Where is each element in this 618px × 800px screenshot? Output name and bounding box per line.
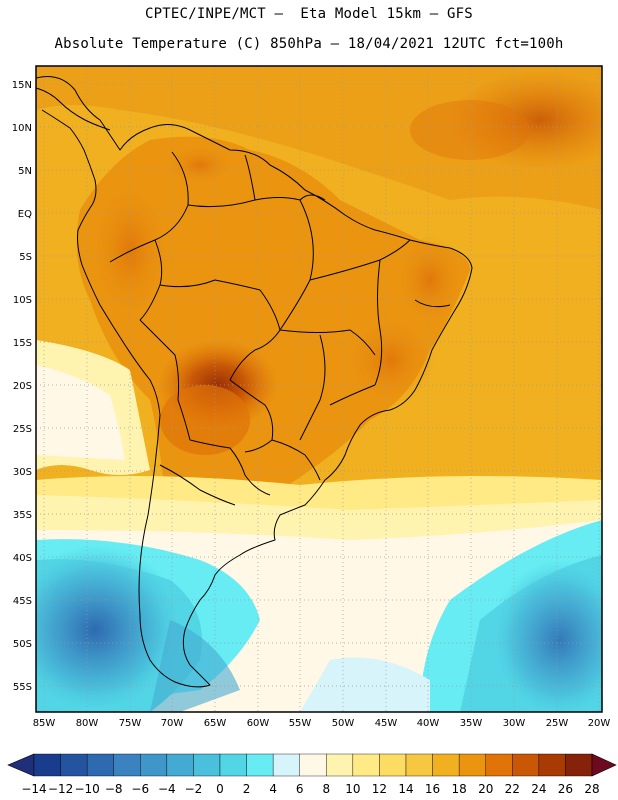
colorbar-label: −2 [185,782,203,796]
colorbar-label: 22 [505,782,520,796]
colorbar-label: 10 [345,782,360,796]
lon-label: 50W [332,718,355,729]
colorbar-label: −14 [21,782,46,796]
lat-label: 30S [13,467,32,478]
lon-label: 80W [76,718,99,729]
colorbar-swatch [60,753,88,777]
colorbar-swatch [246,753,274,777]
colorbar-label: 24 [531,782,546,796]
lon-label: 70W [161,718,184,729]
colorbar-swatch [166,753,194,777]
lat-label: 5S [19,252,32,263]
colorbar-label: −6 [131,782,149,796]
colorbar-swatch [113,753,141,777]
colorbar-label: 16 [425,782,440,796]
colorbar-label: −10 [74,782,99,796]
lon-label: 75W [119,718,142,729]
lat-label: 35S [13,510,32,521]
colorbar-label: 18 [452,782,467,796]
lon-label: 85W [33,718,56,729]
lat-label: 40S [13,553,32,564]
lat-label: 20S [13,381,32,392]
colorbar-label: 12 [372,782,387,796]
lon-label: 55W [289,718,312,729]
lat-label: 45S [13,596,32,607]
longitude-labels: 85W 80W 75W 70W 65W 60W 55W 50W 45W 40W … [33,718,611,729]
lon-label: 35W [460,718,483,729]
colorbar-swatch [272,753,300,777]
colorbar-label: 4 [269,782,277,796]
colorbar-label: −12 [48,782,73,796]
colorbar-swatch [458,753,486,777]
chart-title-line-1: CPTEC/INPE/MCT – Eta Model 15km – GFS [145,6,473,22]
lon-label: 65W [204,718,227,729]
colorbar-label: 6 [296,782,304,796]
lon-label: 45W [375,718,398,729]
colorbar-swatch [86,753,114,777]
lon-label: 25W [546,718,569,729]
colorbar-swatch [512,753,540,777]
colorbar-swatch [379,753,407,777]
lat-label: 50S [13,639,32,650]
colorbar-swatch [538,753,566,777]
colorbar-swatch [405,753,433,777]
lat-label: 5N [18,166,32,177]
lat-label: 55S [13,682,32,693]
colorbar: −14 −12 −10 −8 −6 −4 −2 0 2 4 6 8 10 12 14 16 18 20 22 24 26… [7,753,617,796]
lon-label: 40W [417,718,440,729]
lat-label: 15S [13,338,32,349]
colorbar-label: 28 [584,782,599,796]
colorbar-swatch [299,753,327,777]
colorbar-label: −4 [158,782,176,796]
colorbar-label: 20 [478,782,493,796]
lon-label: 60W [247,718,270,729]
colorbar-swatch [326,753,354,777]
lon-label: 20W [588,718,611,729]
lat-label: 25S [13,424,32,435]
temperature-field [36,66,602,712]
continent-outline [36,76,473,688]
colorbar-swatch [432,753,460,777]
colorbar-over-arrow [591,753,617,777]
map-frame [35,65,603,713]
lat-label: 15N [12,80,32,91]
lat-label: 10S [13,295,32,306]
colorbar-swatch [565,753,593,777]
colorbar-swatch [193,753,221,777]
colorbar-label: 2 [243,782,251,796]
lon-label: 30W [503,718,526,729]
lat-label: EQ [18,209,32,220]
lat-label: 10N [12,123,32,134]
colorbar-swatch [352,753,380,777]
colorbar-label: −8 [105,782,123,796]
colorbar-label: 8 [322,782,330,796]
colorbar-under-arrow [7,753,35,777]
colorbar-label: 0 [216,782,224,796]
colorbar-swatch [485,753,513,777]
latitude-labels: 15N 10N 5N EQ 5S 10S 15S 20S 25S 30S 35S… [12,80,32,693]
colorbar-swatch [33,753,61,777]
colorbar-label: 14 [398,782,413,796]
chart-title-line-2: Absolute Temperature (C) 850hPa – 18/04/… [54,36,564,52]
colorbar-swatch [219,753,247,777]
colorbar-label: 26 [558,782,573,796]
colorbar-swatch [140,753,168,777]
